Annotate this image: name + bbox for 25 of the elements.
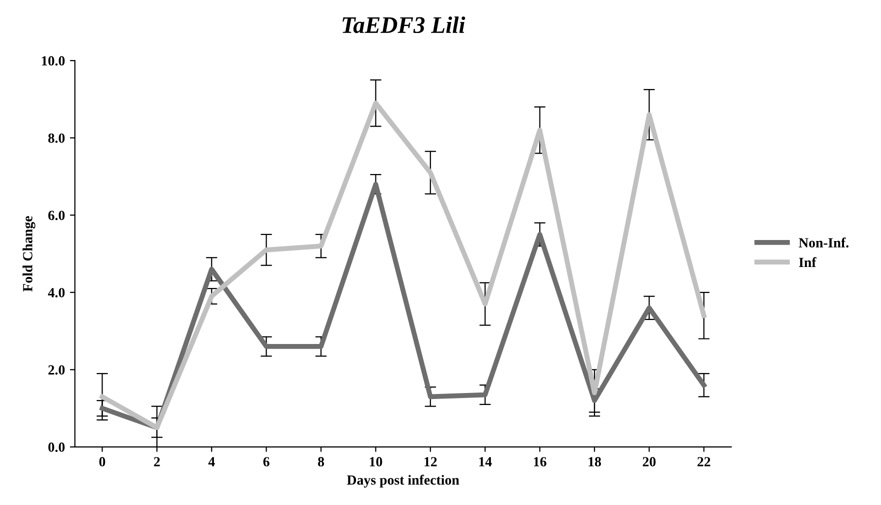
x-tick-label: 8 bbox=[318, 457, 324, 466]
y-tick-label: 8.0 bbox=[48, 133, 65, 143]
x-tick-label: 10 bbox=[370, 457, 382, 466]
x-axis-title: Days post infection bbox=[346, 474, 460, 488]
chart-title: TaEDF3 Lili bbox=[342, 16, 466, 34]
x-tick-label: 6 bbox=[263, 457, 270, 466]
y-tick-label: 2.0 bbox=[48, 365, 65, 375]
x-tick-label: 22 bbox=[698, 457, 710, 466]
x-tick-label: 20 bbox=[642, 457, 656, 466]
y-tick-label: 4.0 bbox=[48, 288, 65, 298]
x-tick-label: 0 bbox=[99, 457, 106, 466]
x-tick-label: 18 bbox=[588, 457, 601, 466]
y-tick-label: 0.0 bbox=[48, 442, 65, 452]
legend-label: Non-Inf. bbox=[798, 238, 848, 248]
line-series bbox=[100, 100, 706, 430]
y-tick-label: 6.0 bbox=[48, 210, 65, 220]
x-tick-label: 12 bbox=[424, 457, 437, 466]
x-tick-label: 14 bbox=[479, 457, 492, 466]
x-tick-label: 16 bbox=[534, 457, 546, 466]
x-tick-label: 4 bbox=[208, 457, 215, 466]
y-axis-title: Fold Change bbox=[22, 216, 36, 292]
y-tick-label: 10.0 bbox=[42, 56, 65, 66]
line-series bbox=[100, 182, 706, 430]
legend-label: Inf bbox=[798, 257, 816, 267]
x-tick-label: 2 bbox=[154, 457, 160, 466]
